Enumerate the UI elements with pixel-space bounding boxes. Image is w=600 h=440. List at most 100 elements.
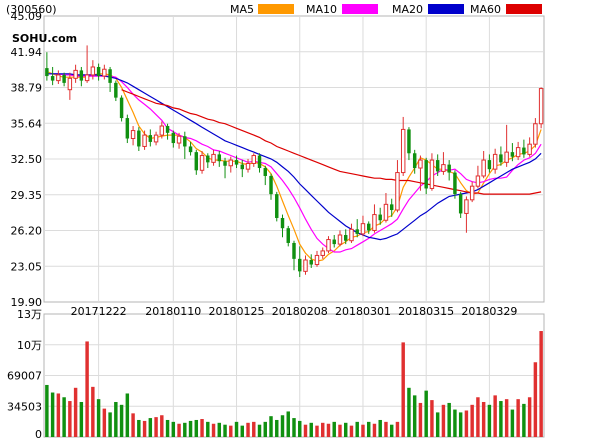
candle-body [515, 147, 521, 158]
volume-bar [280, 415, 285, 437]
candlestick [257, 153, 262, 173]
candle-body [458, 194, 463, 214]
candlestick [263, 165, 267, 186]
price-tick-label: 35.64 [11, 117, 43, 130]
candle-body [176, 135, 182, 144]
volume-bar [487, 404, 492, 437]
candle-body [199, 155, 205, 171]
candlestick [165, 123, 170, 140]
volume-bar [131, 413, 135, 437]
candle-body [429, 159, 435, 189]
volume-bar [326, 423, 331, 437]
candlestick [435, 154, 440, 176]
candlestick [533, 118, 538, 148]
volume-bar [154, 417, 158, 437]
volume-bar [246, 422, 250, 437]
volume-bar [269, 416, 273, 437]
volume-bar [453, 409, 457, 437]
volume-bar [527, 397, 532, 437]
candle-body [240, 164, 244, 170]
candlestick [504, 124, 509, 167]
candlestick [400, 116, 406, 176]
candlestick [148, 129, 153, 147]
volume-bar [257, 424, 262, 437]
candle-body [223, 161, 227, 166]
candle-body [475, 175, 481, 187]
candlestick [292, 240, 296, 271]
candlestick [223, 157, 227, 179]
candle-body [165, 126, 170, 133]
candlestick [418, 155, 423, 191]
volume-bar [332, 421, 336, 437]
volume-bars [45, 331, 543, 437]
candle-body [108, 69, 112, 83]
volume-bar [263, 421, 267, 437]
ma-line-ma20 [46, 73, 542, 241]
volume-bar [315, 425, 319, 437]
volume-bar [361, 424, 365, 437]
candlestick [360, 215, 366, 237]
candlestick [90, 60, 96, 80]
volume-bar [418, 402, 423, 437]
candle-body [441, 164, 446, 172]
candle-body [96, 66, 101, 77]
volume-bar [165, 419, 170, 437]
legend-label-ma10: MA10 [306, 3, 337, 16]
volume-bar [223, 424, 227, 437]
candlestick [275, 191, 279, 222]
candlestick [303, 255, 308, 275]
volume-bar [125, 393, 130, 437]
volume-bar [85, 341, 89, 437]
price-tick-label: 26.20 [11, 225, 43, 238]
date-tick-label: 20180301 [335, 305, 391, 318]
candle-body [332, 239, 336, 245]
candle-body [435, 160, 440, 172]
volume-bar [114, 401, 118, 437]
date-tick-label: 20180329 [461, 305, 517, 318]
candlestick [176, 132, 182, 149]
candlestick [84, 45, 90, 83]
volume-bar [447, 402, 451, 437]
candlestick [108, 66, 112, 92]
candlestick [228, 156, 234, 173]
volume-bar [137, 419, 141, 437]
candlestick [366, 221, 371, 234]
candlestick [159, 121, 165, 139]
ma-line-ma5 [46, 70, 542, 262]
date-tick-label: 20180315 [398, 305, 454, 318]
candle-body [280, 217, 285, 229]
candle-body [292, 242, 296, 259]
ma-line-ma10 [46, 73, 542, 253]
legend-swatch-ma10 [342, 4, 378, 14]
date-tick-label: 20180110 [145, 305, 201, 318]
volume-bar [464, 410, 469, 437]
legend-label-ma20: MA20 [392, 3, 423, 16]
candle-body [360, 223, 366, 235]
volume-bar [286, 411, 290, 437]
volume-bar [355, 421, 359, 437]
volume-bar [389, 424, 394, 437]
candlestick [475, 165, 481, 189]
volume-bar [275, 419, 279, 437]
volume-bar [171, 421, 176, 437]
legend-label-ma5: MA5 [230, 3, 254, 16]
candle-body [171, 132, 176, 144]
candlestick [245, 158, 251, 173]
candlestick [286, 225, 290, 247]
candle-body [400, 128, 406, 174]
candle-body [257, 155, 262, 169]
volume-bar [217, 422, 222, 437]
candlestick [206, 153, 210, 169]
volume-bar [435, 412, 440, 437]
volume-bar [142, 420, 147, 437]
candlestick [280, 214, 285, 238]
volume-bar [407, 387, 411, 437]
candle-body [142, 134, 147, 147]
volume-bar [510, 409, 515, 437]
candlestick [119, 95, 124, 122]
candlestick [79, 66, 84, 87]
candlestick [424, 157, 428, 195]
volume-bar [148, 418, 153, 437]
legend-swatch-ma5 [258, 4, 294, 14]
